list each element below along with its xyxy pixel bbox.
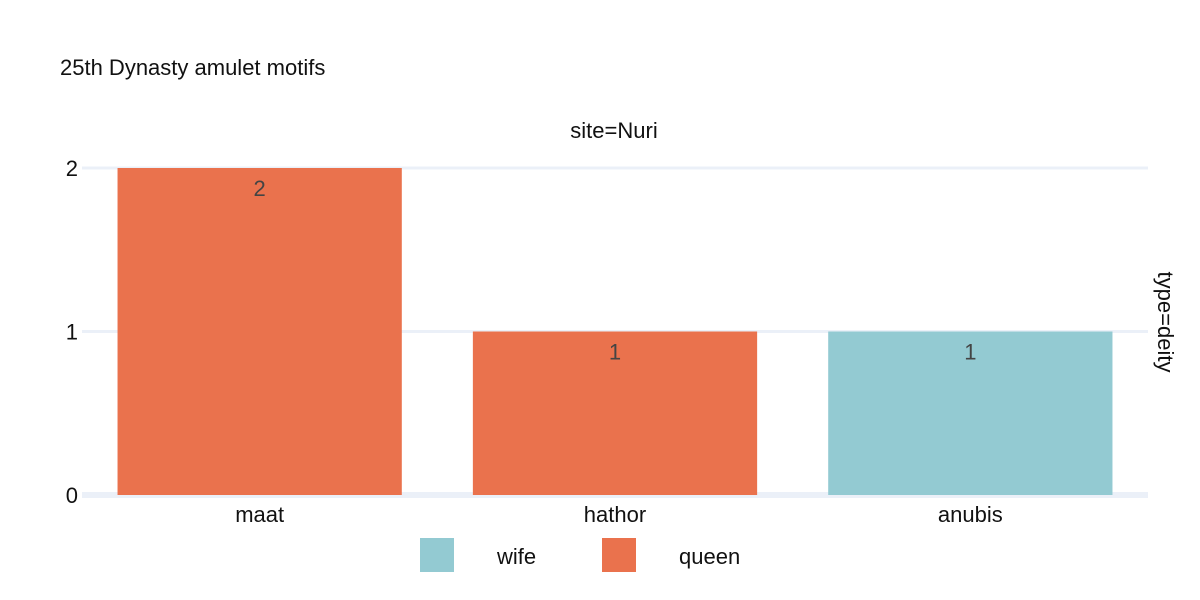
legend-item-wife[interactable]: wife	[420, 538, 536, 572]
bar-hathor[interactable]	[472, 331, 758, 496]
bars: 2 1 1	[117, 168, 1113, 496]
legend-item-queen[interactable]: queen	[602, 538, 740, 572]
bar-anubis[interactable]	[828, 331, 1113, 496]
y-axis-ticks: 0 1 2	[66, 156, 78, 508]
data-label: 2	[254, 176, 266, 201]
data-label: 1	[964, 340, 976, 365]
facet-column-label: site=Nuri	[570, 118, 657, 143]
x-tick-label: hathor	[584, 502, 646, 527]
x-axis-ticks: maat hathor anubis	[235, 502, 1003, 527]
legend[interactable]: wife queen	[420, 538, 740, 572]
chart-title: 25th Dynasty amulet motifs	[60, 55, 325, 80]
y-tick-label: 2	[66, 156, 78, 181]
x-tick-label: maat	[235, 502, 284, 527]
legend-label: queen	[679, 544, 740, 569]
facet-row-label: type=deity	[1153, 272, 1178, 373]
y-tick-label: 1	[66, 320, 78, 345]
legend-label: wife	[496, 544, 536, 569]
legend-swatch	[602, 538, 636, 572]
x-tick-label: anubis	[938, 502, 1003, 527]
bar-maat[interactable]	[117, 168, 402, 495]
y-tick-label: 0	[66, 483, 78, 508]
legend-swatch	[420, 538, 454, 572]
data-label: 1	[609, 340, 621, 365]
